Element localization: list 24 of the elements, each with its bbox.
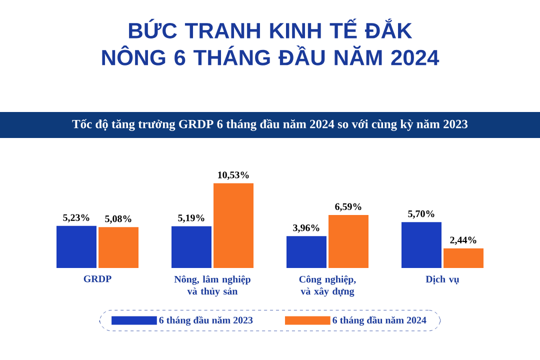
bar [328, 214, 369, 268]
data-label: 5,19% [178, 214, 204, 223]
bar [214, 183, 254, 268]
legend-label: 6 tháng đầu năm 2023 [159, 316, 253, 326]
data-label: 5,23% [63, 214, 90, 222]
bar [402, 222, 442, 268]
bar [56, 226, 96, 268]
chart-title: BỨC TRANH KINH TẾ ĐẮK NÔNG 6 THÁNG ĐẦU NĂM 2024 [102, 18, 440, 66]
bar [98, 227, 139, 268]
data-label: 3,96% [293, 224, 320, 233]
data-label: 10,53% [218, 172, 249, 180]
chart-subtitle: Tốc độ tăng trưởng GRDP 6 tháng đầu năm 2024 so với cùng kỳ năm 2023 [72, 119, 468, 131]
data-label: 6,59% [335, 203, 362, 212]
bar [286, 236, 327, 268]
x-tick-label: Công nghiệp, và xây dựng [299, 276, 356, 297]
x-tick-label: GRDP [84, 276, 112, 282]
bar [444, 248, 484, 268]
x-tick-label: Dịch vụ [426, 276, 460, 284]
data-label: 5,70% [408, 210, 434, 219]
data-label: 5,08% [105, 215, 132, 224]
x-tick-label: Nông, lâm nghiệp và thủy sản [174, 276, 250, 297]
bar [172, 226, 212, 268]
legend-label: 6 tháng đầu năm 2024 [332, 316, 426, 326]
data-label: 2,44% [450, 236, 476, 245]
